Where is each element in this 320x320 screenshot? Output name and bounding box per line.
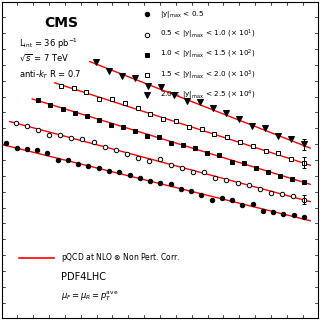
Text: |y|$_{\mathrm{max}}$ < 0.5: |y|$_{\mathrm{max}}$ < 0.5 bbox=[160, 9, 204, 20]
Text: 1.5 < |y|$_{\mathrm{max}}$ < 2.0 ($\times$ 10$^{3}$): 1.5 < |y|$_{\mathrm{max}}$ < 2.0 ($\time… bbox=[160, 68, 255, 82]
Text: 2.0 < |y|$_{\mathrm{max}}$ < 2.5 ($\times$ 10$^{4}$): 2.0 < |y|$_{\mathrm{max}}$ < 2.5 ($\time… bbox=[160, 88, 255, 102]
Text: pQCD at NLO $\otimes$ Non Pert. Corr.: pQCD at NLO $\otimes$ Non Pert. Corr. bbox=[61, 251, 180, 264]
Text: 0.5 < |y|$_{\mathrm{max}}$ < 1.0 ($\times$ 10$^{1}$): 0.5 < |y|$_{\mathrm{max}}$ < 1.0 ($\time… bbox=[160, 28, 255, 41]
Text: $\sqrt{s}$ = 7 TeV: $\sqrt{s}$ = 7 TeV bbox=[19, 53, 69, 64]
Text: $\mu_F = \mu_R = p_T^{\mathrm{ave}}$: $\mu_F = \mu_R = p_T^{\mathrm{ave}}$ bbox=[61, 289, 118, 303]
Text: CMS: CMS bbox=[44, 16, 78, 30]
Text: anti-$k_T$ R = 0.7: anti-$k_T$ R = 0.7 bbox=[19, 69, 82, 81]
Text: 1.0 < |y|$_{\mathrm{max}}$ < 1.5 ($\times$ 10$^{2}$): 1.0 < |y|$_{\mathrm{max}}$ < 1.5 ($\time… bbox=[160, 48, 255, 61]
Text: PDF4LHC: PDF4LHC bbox=[61, 272, 106, 282]
Text: L$_{\mathrm{int}}$ = 36 pb$^{-1}$: L$_{\mathrm{int}}$ = 36 pb$^{-1}$ bbox=[19, 37, 78, 51]
